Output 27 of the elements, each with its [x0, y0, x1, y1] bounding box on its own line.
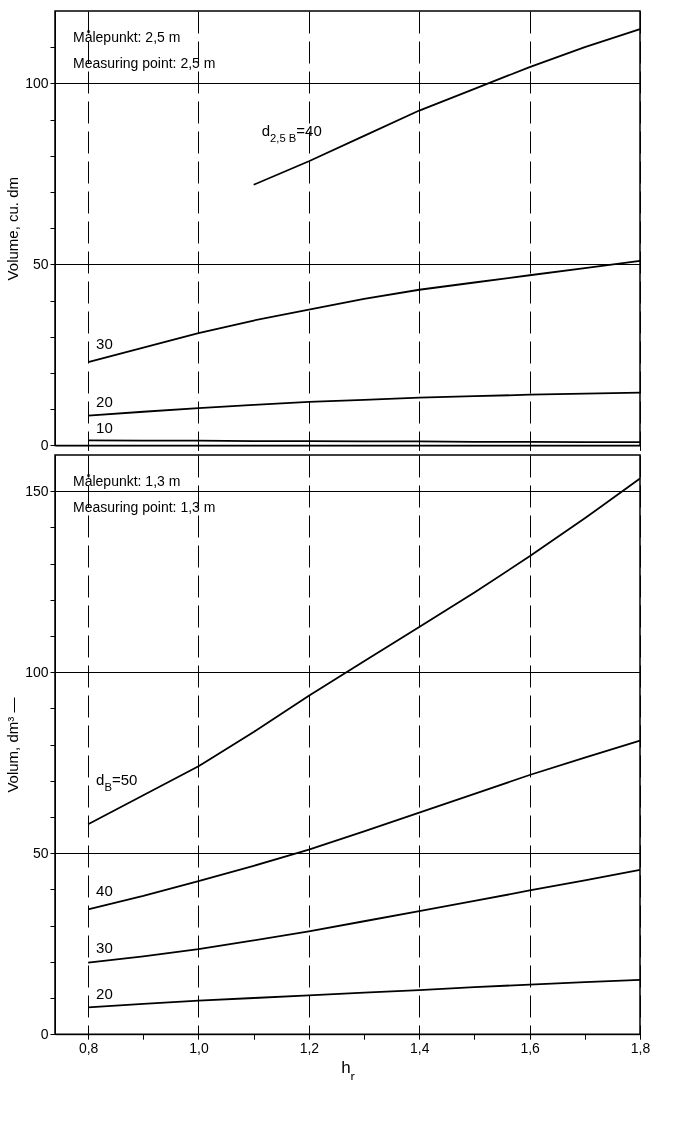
x-axis-title: h$_{r}$ — [341, 1057, 356, 1084]
y-tick-label: 50 — [32, 844, 49, 861]
annotation: Målepunkt: 1,3 m — [73, 473, 181, 489]
x-tick-label: 1,2 — [299, 1039, 320, 1056]
y-tick-label: 150 — [25, 482, 49, 499]
x-tick-label: 1,8 — [630, 1039, 651, 1056]
x-tick-label: 1,4 — [410, 1039, 430, 1056]
y-tick-label: 100 — [25, 74, 49, 91]
series-label: 40 — [96, 882, 113, 900]
series-label: d$_{B}$=50 — [96, 770, 138, 793]
annotation: Measuring point: 2,5 m — [73, 55, 216, 71]
series-label: 20 — [96, 392, 113, 410]
x-tick-label: 1,0 — [189, 1039, 209, 1056]
annotation: Målepunkt: 2,5 m — [73, 29, 181, 45]
x-tick-label: 1,6 — [520, 1039, 541, 1056]
y-tick-label: 50 — [32, 255, 49, 272]
series-label: 30 — [96, 938, 113, 956]
y-tick-label: 100 — [25, 663, 49, 680]
series-label: d$_{2,5 B}$=40 — [261, 121, 322, 144]
y-axis-title: Volum, dm³ — — [4, 697, 22, 793]
series-label: 20 — [96, 984, 113, 1002]
y-axis-title: Volume, cu. dm — [4, 177, 22, 281]
y-tick-label: 0 — [40, 436, 49, 453]
series-label: 10 — [96, 419, 113, 437]
series-label: 30 — [96, 334, 113, 352]
x-tick-label: 0,8 — [78, 1039, 99, 1056]
y-tick-label: 0 — [40, 1025, 49, 1042]
